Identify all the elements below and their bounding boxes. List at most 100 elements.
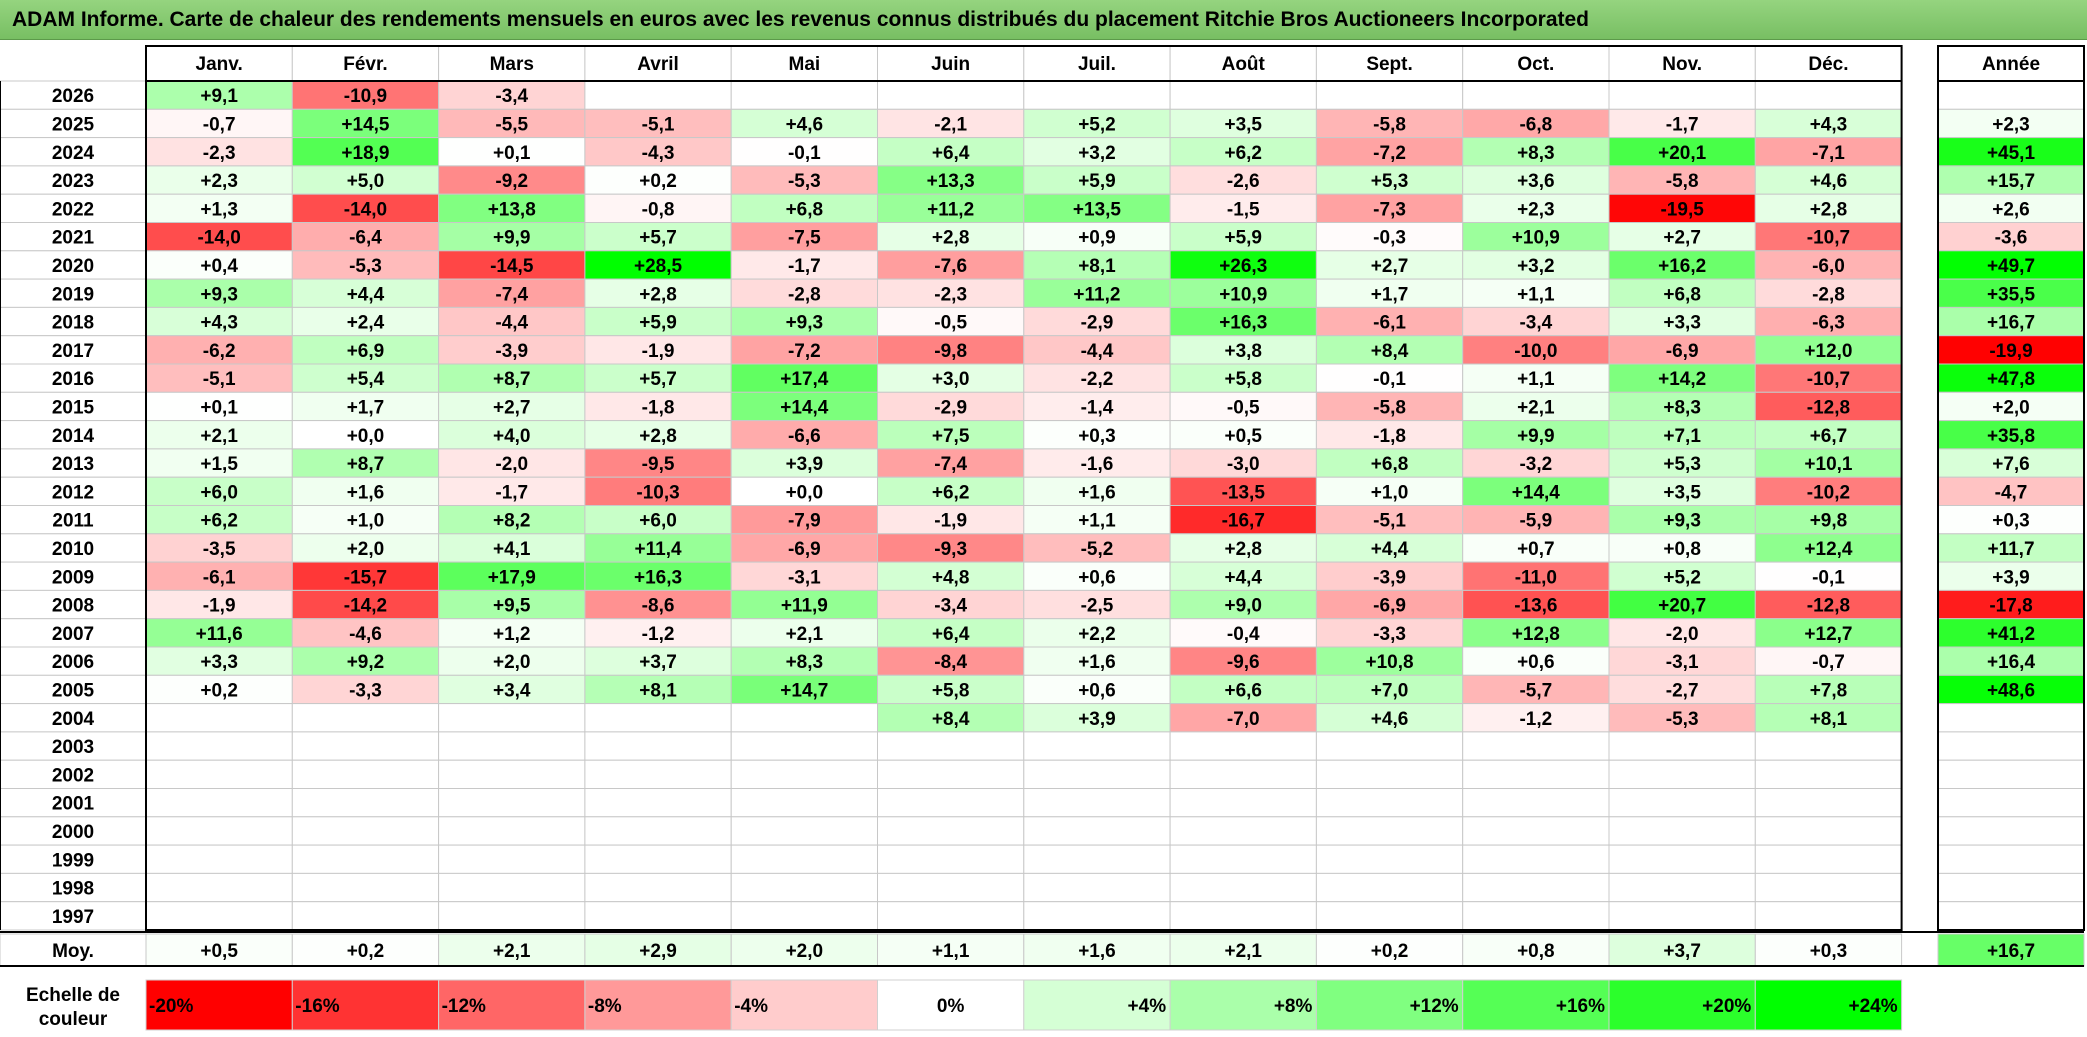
month-value-cell (1315, 703, 1464, 733)
month-value-label: +10,9 (1512, 228, 1560, 249)
month-header: Juin (931, 54, 970, 75)
month-header: Févr. (343, 54, 387, 75)
month-value-label: +1,7 (1371, 284, 1409, 305)
month-value-label: +0,9 (1078, 228, 1116, 249)
month-value-cell (1315, 589, 1464, 620)
month-value-label: -3,5 (203, 539, 236, 560)
month-header-cell (1315, 45, 1464, 82)
month-value-label: +17,4 (780, 369, 829, 390)
month-value-label: +8,1 (639, 680, 677, 701)
month-value-cell (1462, 703, 1610, 733)
avg-annual-cell (1937, 933, 2085, 967)
month-value-label: +0,6 (1078, 680, 1116, 701)
month-value-label: +20,7 (1658, 596, 1706, 617)
year-label: 2003 (52, 737, 94, 758)
month-value-cell (877, 872, 1025, 903)
month-value-label: +9,1 (200, 86, 238, 107)
month-value-cell (1462, 335, 1610, 365)
month-value-label: -8,6 (642, 596, 675, 617)
month-value-cell (438, 193, 586, 223)
month-value-cell (730, 901, 879, 931)
month-value-label: +14,5 (341, 114, 390, 135)
month-value-label: +0,8 (1663, 539, 1701, 560)
month-value-cell (291, 731, 440, 761)
month-value-cell (1169, 674, 1317, 705)
month-value-cell (1754, 137, 1903, 167)
month-value-label: -13,6 (1514, 596, 1557, 617)
year-cell (0, 872, 147, 903)
month-value-cell (584, 589, 732, 620)
month-value-cell (877, 222, 1025, 252)
month-value-label: +16,3 (634, 567, 682, 588)
avg-value-label: +0,2 (1371, 941, 1409, 962)
month-value-label: +6,7 (1810, 426, 1848, 447)
month-value-cell (1754, 505, 1903, 535)
month-value-cell (145, 646, 293, 676)
avg-value-label: +1,1 (932, 941, 970, 962)
month-value-cell (877, 759, 1025, 790)
month-value-cell (1754, 391, 1903, 422)
month-value-label: +3,9 (786, 454, 824, 475)
month-value-cell (1315, 137, 1464, 167)
annual-value-label: -17,8 (1989, 596, 2032, 617)
month-value-cell (1754, 703, 1903, 733)
month-value-cell (1754, 108, 1903, 139)
month-value-label: +10,9 (1219, 284, 1267, 305)
month-value-label: +1,0 (1371, 482, 1409, 503)
month-value-cell (1169, 816, 1317, 846)
month-header: Janv. (196, 54, 243, 75)
month-value-label: -1,7 (788, 256, 821, 277)
month-value-label: +5,8 (1224, 369, 1262, 390)
month-value-cell (1315, 108, 1464, 139)
annual-value-cell (1937, 816, 2085, 846)
month-value-label: +26,3 (1219, 256, 1267, 277)
month-header: Juil. (1078, 54, 1116, 75)
month-value-cell (438, 108, 586, 139)
month-value-label: +5,0 (347, 171, 385, 192)
month-value-cell (291, 363, 440, 393)
month-value-cell (291, 759, 440, 790)
month-value-cell (291, 844, 440, 874)
year-cell (0, 674, 147, 705)
month-value-cell (1315, 306, 1464, 337)
month-value-label: +28,5 (634, 256, 683, 277)
month-value-label: +5,2 (1078, 114, 1116, 135)
year-label: 2012 (52, 482, 94, 503)
month-value-cell (584, 788, 732, 818)
month-value-cell (291, 222, 440, 252)
month-value-label: +11,6 (196, 624, 243, 645)
month-value-label: +1,7 (347, 397, 385, 418)
month-value-cell (584, 872, 732, 903)
month-value-cell (1754, 561, 1903, 591)
year-label: 2025 (52, 114, 95, 135)
month-value-label: +20,1 (1658, 143, 1707, 164)
annual-value-label: +7,6 (1992, 454, 2030, 475)
year-label: 1997 (52, 907, 94, 928)
month-value-cell (1169, 759, 1317, 790)
month-value-label: -2,7 (1666, 680, 1699, 701)
month-value-label: -6,2 (203, 341, 236, 362)
month-value-cell (1023, 448, 1171, 478)
month-value-label: +8,1 (1810, 709, 1848, 730)
month-value-cell (584, 363, 732, 393)
scale-label-value: -12% (442, 996, 486, 1017)
month-value-label: -19,5 (1660, 199, 1704, 220)
avg-value-label: +0,2 (347, 941, 385, 962)
month-value-cell (1023, 646, 1171, 676)
month-value-cell (1754, 363, 1903, 393)
year-label: 2016 (52, 369, 94, 390)
year-cell (0, 618, 147, 648)
month-value-cell (730, 193, 879, 223)
month-value-label: +2,8 (639, 284, 677, 305)
scale-swatch (291, 979, 440, 1031)
month-value-cell (1315, 250, 1464, 280)
month-value-cell (145, 165, 293, 195)
month-value-label: +0,0 (347, 426, 385, 447)
month-value-cell (1315, 646, 1464, 676)
avg-value-label: +0,3 (1810, 941, 1848, 962)
month-value-cell (1462, 788, 1610, 818)
month-value-label: -3,4 (495, 86, 528, 107)
month-value-label: -10,7 (1807, 369, 1850, 390)
month-value-cell (1608, 901, 1756, 931)
